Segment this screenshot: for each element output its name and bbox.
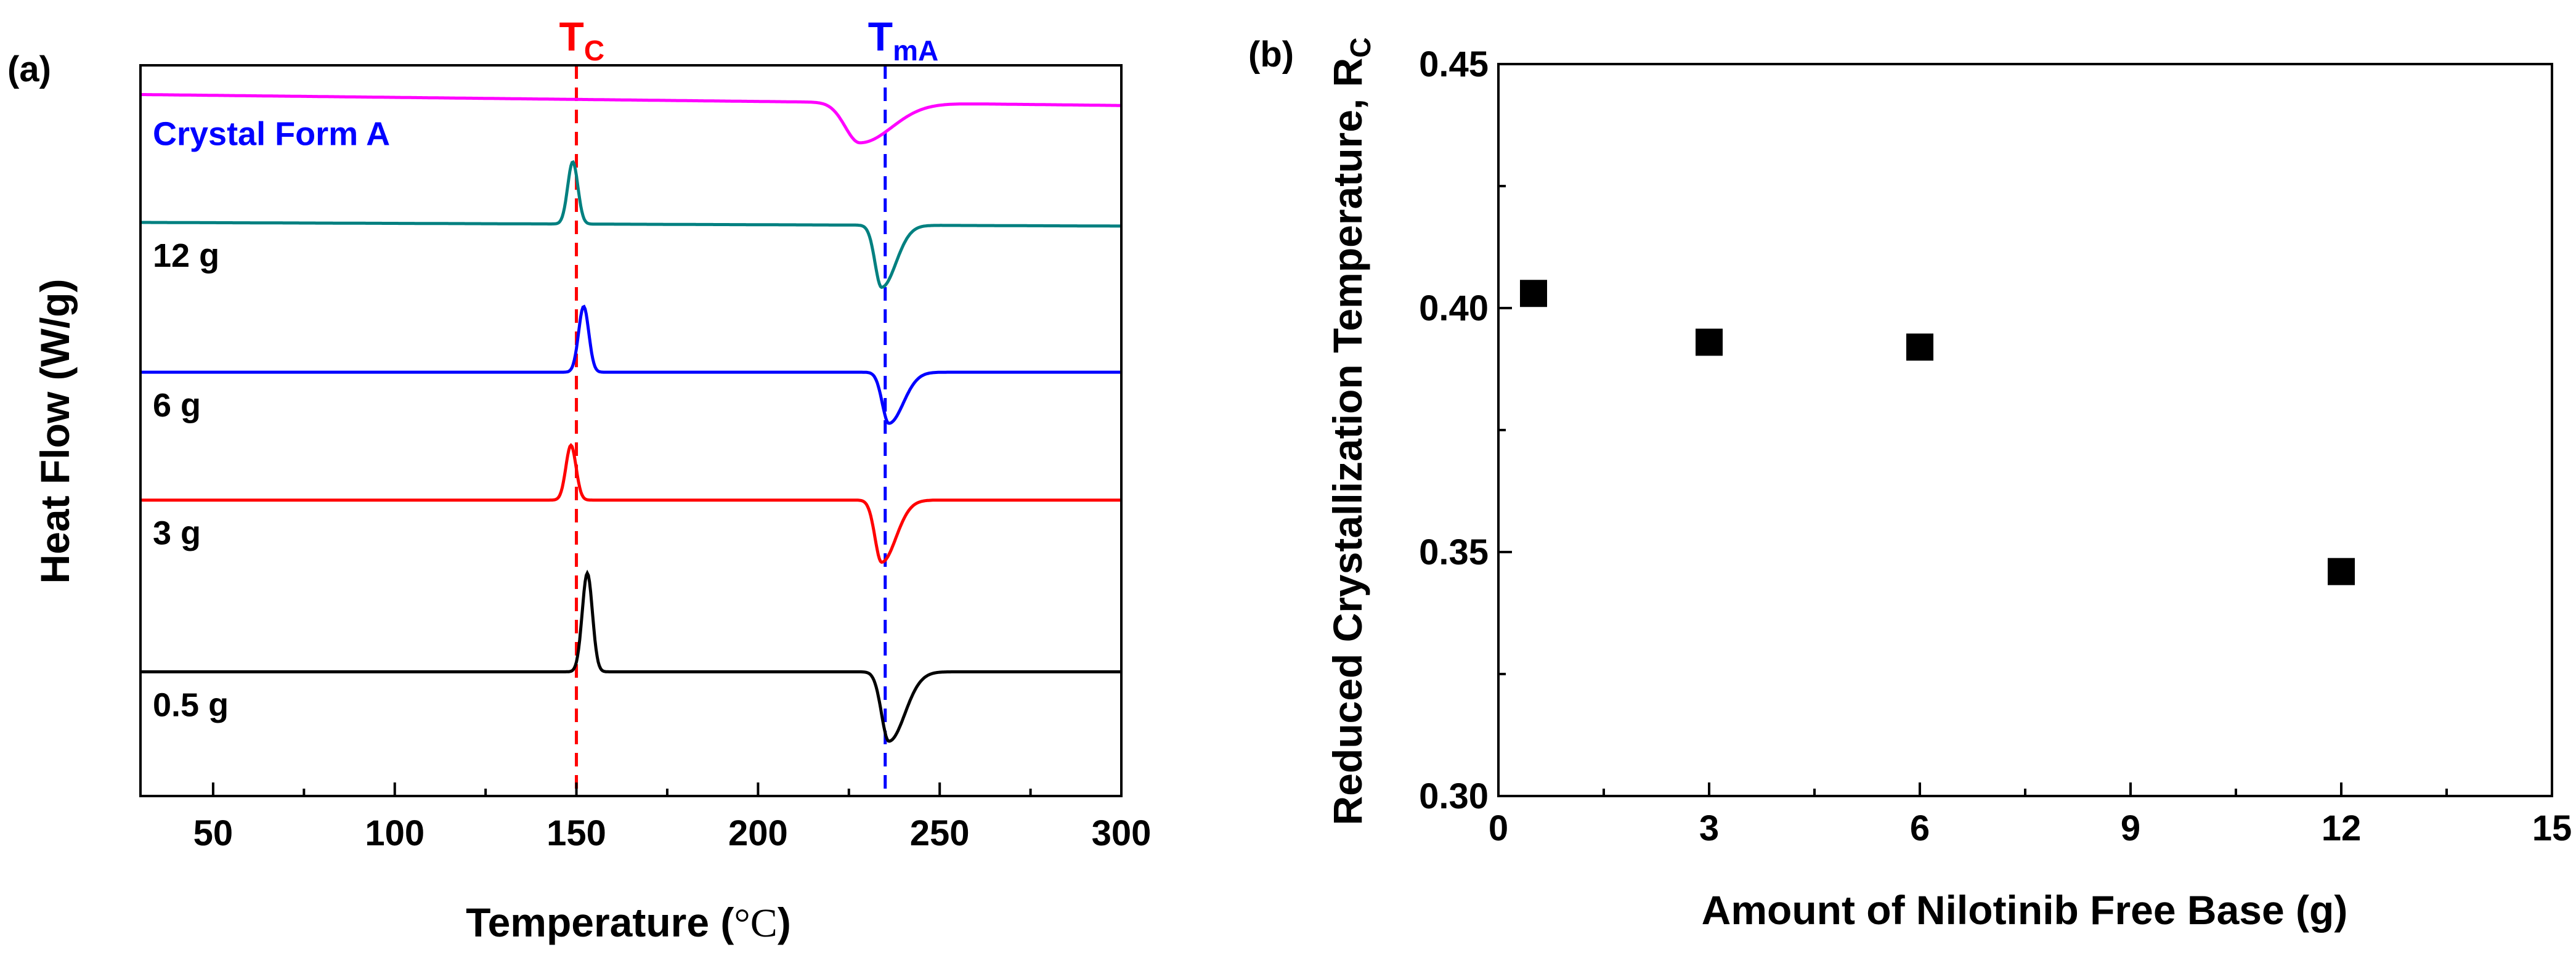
series-labels: Crystal Form A 12 g 6 g 3 g 0.5 g — [153, 115, 390, 723]
reference-line-label: TmA — [868, 14, 938, 67]
x-tick-label: 200 — [728, 813, 788, 853]
dsc-series-group — [140, 92, 1121, 743]
reference-label-main: T — [559, 14, 584, 59]
x-tick-label: 250 — [910, 813, 970, 853]
panel-a-y-axis-title: Heat Flow (W/g) — [32, 279, 78, 584]
x-tick-label: 100 — [365, 813, 425, 853]
panel-a-x-ticks: 50 100 150 200 250 300 — [193, 782, 1152, 853]
x-title-unit: °C — [734, 901, 777, 946]
reference-label-sub: C — [584, 35, 604, 67]
y-tick-label: 0.30 — [1419, 776, 1489, 816]
data-point — [1520, 280, 1547, 307]
reference-line-label: TC — [559, 14, 605, 67]
reference-label-main: T — [868, 14, 893, 59]
x-tick-label: 300 — [1092, 813, 1152, 853]
scatter-points — [1520, 280, 2355, 585]
dsc-curve — [140, 442, 1121, 564]
x-title-text: Temperature ( — [466, 900, 734, 945]
reference-label-sub: mA — [893, 35, 938, 67]
panel-b-x-ticks: 0 3 6 9 12 15 — [1489, 782, 2572, 848]
panel-b-plot-frame — [1497, 63, 2553, 797]
series-label: Crystal Form A — [153, 115, 390, 152]
y-tick-label: 0.35 — [1419, 532, 1489, 572]
x-tick-label: 0 — [1489, 808, 1508, 848]
panel-b-label: (b) — [1248, 35, 1294, 75]
panel-b-scatter-chart: (b) 0 3 6 9 12 15 0.30 0.35 0.40 0.45 Amount of … — [1248, 35, 2572, 933]
panel-a-plot-frame — [139, 64, 1123, 797]
reference-lines: TC TmA — [559, 14, 938, 796]
data-point — [1906, 333, 1933, 361]
dsc-curve — [140, 569, 1121, 743]
y-tick-label: 0.40 — [1419, 288, 1489, 328]
x-tick-label: 150 — [546, 813, 606, 853]
dsc-curve — [140, 92, 1121, 145]
panel-b-y-axis-title: Reduced Crystallization Temperature, RC — [1325, 38, 1376, 826]
y-title-subscript: C — [1344, 38, 1376, 58]
x-tick-label: 9 — [2121, 808, 2140, 848]
dsc-curve — [140, 304, 1121, 425]
series-label: 12 g — [153, 237, 219, 274]
series-label: 0.5 g — [153, 686, 229, 723]
x-tick-label: 50 — [193, 813, 234, 853]
panel-a-x-axis-title: Temperature (°C) — [466, 900, 791, 946]
y-title-text: Reduced Crystallization Temperature, R — [1325, 58, 1370, 826]
y-tick-label: 0.45 — [1419, 44, 1489, 84]
x-tick-label: 15 — [2532, 808, 2572, 848]
panel-b-y-ticks: 0.30 0.35 0.40 0.45 — [1419, 44, 1512, 816]
series-label: 6 g — [153, 387, 201, 424]
x-tick-label: 3 — [1699, 808, 1719, 848]
x-title-close: ) — [778, 900, 791, 945]
series-label: 3 g — [153, 515, 201, 552]
panel-a-dsc-chart: (a) TC TmA Crystal Form A12 g6 g3 g0.5 g … — [7, 14, 1151, 946]
x-tick-label: 12 — [2322, 808, 2362, 848]
data-point — [2328, 558, 2355, 585]
panel-a-label: (a) — [7, 49, 51, 89]
data-point — [1696, 328, 1723, 356]
dsc-curve — [140, 160, 1121, 289]
x-tick-label: 6 — [1910, 808, 1930, 848]
panel-b-x-axis-title: Amount of Nilotinib Free Base (g) — [1702, 887, 2348, 933]
